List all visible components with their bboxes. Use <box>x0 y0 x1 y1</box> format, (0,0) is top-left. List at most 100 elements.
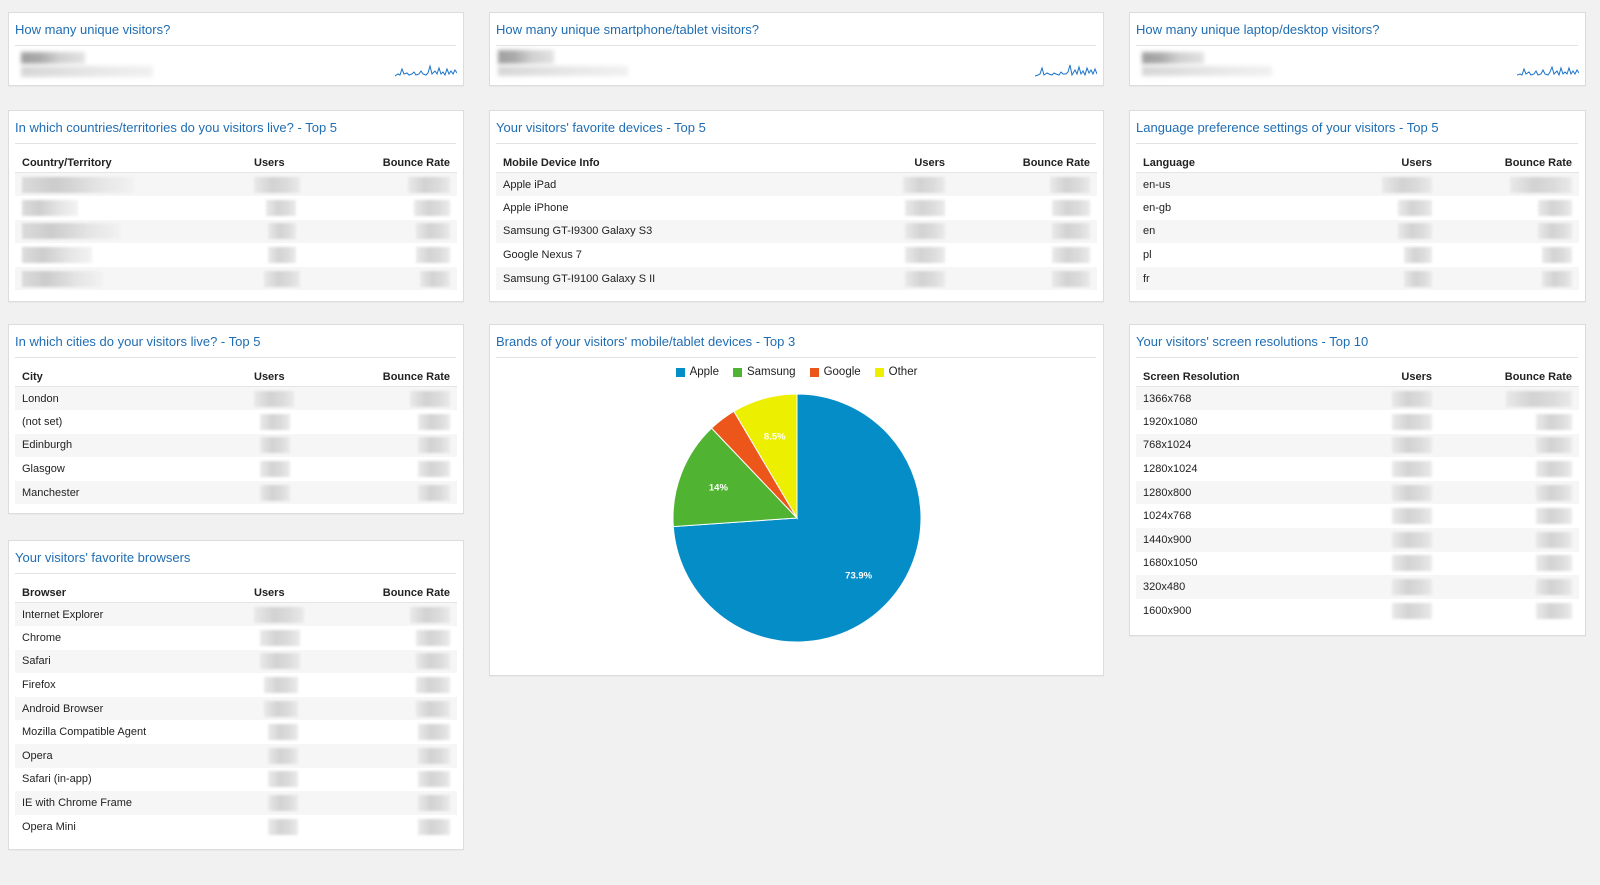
legend-swatch <box>675 367 685 377</box>
table-row[interactable]: en <box>1136 219 1579 244</box>
resolution-value: 1366x768 <box>1136 386 1359 411</box>
table-row[interactable] <box>15 243 457 267</box>
table-row[interactable]: Safari (in-app) <box>15 768 457 792</box>
column-header[interactable]: Language <box>1136 154 1359 173</box>
table-row[interactable]: pl <box>1136 243 1579 267</box>
column-header[interactable]: Users <box>872 154 952 173</box>
table-row[interactable]: London <box>15 386 457 411</box>
table-row[interactable]: Edinburgh <box>15 433 457 458</box>
table-row[interactable]: Chrome <box>15 626 457 650</box>
column-header[interactable]: Mobile Device Info <box>496 154 872 173</box>
table-row[interactable]: 1024x768 <box>1136 504 1579 528</box>
table-row[interactable]: 1440x900 <box>1136 528 1579 552</box>
brands-pie-chart: 73.9% 14% 8.5% <box>672 393 921 643</box>
column-header[interactable]: Browser <box>15 584 247 603</box>
column-header[interactable]: Bounce Rate <box>1439 368 1579 387</box>
cell-redacted <box>1439 504 1579 528</box>
column-header[interactable]: Users <box>1359 154 1439 173</box>
table-row[interactable]: IE with Chrome Frame <box>15 791 457 815</box>
widget-title[interactable]: In which cities do your visitors live? -… <box>15 334 456 358</box>
legend-item-other[interactable]: Other <box>874 366 917 378</box>
pie-slice-samsung[interactable] <box>672 427 798 528</box>
table-row[interactable]: Samsung GT-I9300 Galaxy S3 <box>496 219 1097 244</box>
table-row[interactable]: (not set) <box>15 410 457 434</box>
cell-redacted <box>317 243 457 267</box>
table-row[interactable] <box>15 172 457 197</box>
browser-name: Android Browser <box>15 696 247 721</box>
column-header[interactable]: Users <box>1359 368 1439 387</box>
widget-title[interactable]: How many unique laptop/desktop visitors? <box>1136 22 1578 46</box>
countries-widget: In which countries/territories do you vi… <box>8 110 464 302</box>
cell-redacted <box>317 480 457 505</box>
table-row[interactable]: Apple iPhone <box>496 196 1097 220</box>
widget-title[interactable]: Your visitors' favorite browsers <box>15 550 456 574</box>
table-row[interactable]: Mozilla Compatible Agent <box>15 720 457 744</box>
column-header[interactable]: Bounce Rate <box>317 154 457 173</box>
cell-redacted <box>872 219 952 244</box>
widget-title[interactable]: Brands of your visitors' mobile/tablet d… <box>496 334 1096 358</box>
column-header[interactable]: Users <box>247 584 317 603</box>
table-row[interactable]: Manchester <box>15 480 457 505</box>
cell-redacted <box>1439 552 1579 576</box>
language-code: en-gb <box>1143 201 1172 214</box>
table-row[interactable]: 1680x1050 <box>1136 552 1579 576</box>
widget-title[interactable]: Your visitors' favorite devices - Top 5 <box>496 120 1096 144</box>
column-header[interactable]: Users <box>247 154 317 173</box>
table-row[interactable]: Android Browser <box>15 696 457 721</box>
column-header[interactable]: Bounce Rate <box>1439 154 1579 173</box>
column-header[interactable]: Country/Territory <box>15 154 247 173</box>
pie-slice-other[interactable] <box>732 393 797 520</box>
column-header[interactable]: Bounce Rate <box>317 368 457 387</box>
widget-title[interactable]: In which countries/territories do you vi… <box>15 120 456 144</box>
table-row[interactable]: en-gb <box>1136 196 1579 220</box>
cell-redacted <box>952 266 1097 291</box>
cell-redacted <box>952 219 1097 244</box>
table-row[interactable]: 1600x900 <box>1136 599 1579 623</box>
browser-name: Safari (in-app) <box>22 773 92 786</box>
column-header[interactable]: City <box>15 368 247 387</box>
column-header[interactable]: Screen Resolution <box>1136 368 1359 387</box>
table-row[interactable] <box>15 219 457 244</box>
table-row[interactable] <box>15 196 457 220</box>
pie-data-label: 14% <box>708 482 728 493</box>
widget-title[interactable]: How many unique smartphone/tablet visito… <box>496 22 1096 46</box>
table-row[interactable]: Firefox <box>15 673 457 697</box>
table-row[interactable]: Apple iPad <box>496 172 1097 197</box>
legend-item-samsung[interactable]: Samsung <box>732 366 796 378</box>
table-row[interactable]: 1366x768 <box>1136 386 1579 411</box>
cell-redacted <box>1359 386 1439 411</box>
table-row[interactable]: fr <box>1136 266 1579 291</box>
table-row[interactable] <box>15 266 457 291</box>
cell-redacted <box>1359 410 1439 434</box>
widget-title[interactable]: Language preference settings of your vis… <box>1136 120 1578 144</box>
table-row[interactable]: Samsung GT-I9100 Galaxy S II <box>496 266 1097 291</box>
legend-label: Apple <box>689 366 719 378</box>
table-row[interactable]: 1920x1080 <box>1136 410 1579 434</box>
cell-redacted <box>247 791 317 815</box>
column-header[interactable]: Bounce Rate <box>952 154 1097 173</box>
widget-title[interactable]: How many unique visitors? <box>15 22 456 46</box>
table-row[interactable]: Opera Mini <box>15 815 457 839</box>
widget-title[interactable]: Your visitors' screen resolutions - Top … <box>1136 334 1578 358</box>
table-row[interactable]: 1280x1024 <box>1136 457 1579 481</box>
cell-redacted <box>1359 480 1439 505</box>
table-row[interactable]: 320x480 <box>1136 575 1579 599</box>
metric-value-redacted <box>1130 46 1585 84</box>
legend-item-apple[interactable]: Apple <box>675 366 719 378</box>
table-row[interactable]: Internet Explorer <box>15 602 457 627</box>
legend-item-google[interactable]: Google <box>809 366 861 378</box>
cell-redacted <box>1439 410 1579 434</box>
cell-redacted <box>1439 480 1579 505</box>
table-row[interactable]: Google Nexus 7 <box>496 243 1097 267</box>
devices-widget: Your visitors' favorite devices - Top 5 … <box>489 110 1104 302</box>
table-header-row: Browser Users Bounce Rate <box>15 584 457 603</box>
cell-redacted <box>872 266 952 291</box>
column-header[interactable]: Bounce Rate <box>317 584 457 603</box>
table-row[interactable]: Safari <box>15 649 457 674</box>
table-row[interactable]: Opera <box>15 744 457 768</box>
table-row[interactable]: 1280x800 <box>1136 480 1579 505</box>
column-header[interactable]: Users <box>247 368 317 387</box>
table-row[interactable]: Glasgow <box>15 457 457 481</box>
table-row[interactable]: en-us <box>1136 172 1579 197</box>
table-row[interactable]: 768x1024 <box>1136 433 1579 458</box>
